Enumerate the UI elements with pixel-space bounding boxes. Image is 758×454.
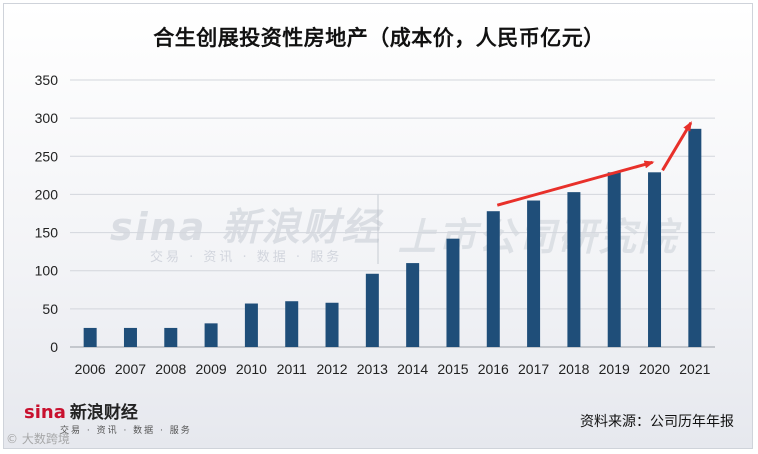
y-tick-label: 50 [42,301,58,317]
bar-2019 [607,172,621,347]
trend-arrow-2020-2021 [661,121,693,172]
y-tick-label: 250 [35,148,59,164]
x-tick-label: 2012 [316,361,347,377]
x-tick-label: 2013 [357,361,388,377]
y-tick-label: 0 [50,339,58,355]
x-tick-label: 2014 [397,361,428,377]
x-tick-label: 2018 [558,361,589,377]
sina-logo-en: sina [24,402,66,423]
sina-logo-cn: 新浪财经 [69,403,138,423]
copyright-watermark: © 大数跨境 [6,432,70,446]
watermark-sina: sina 新浪财经 [110,205,382,249]
x-tick-label: 2007 [115,361,146,377]
x-tick-label: 2010 [236,361,267,377]
y-tick-label: 300 [35,110,59,126]
y-tick-label: 150 [35,225,59,241]
trend-annotation [496,121,693,207]
bar-2020 [648,172,662,347]
grid-lines [70,79,715,348]
data-source-note: 资料来源：公司历年年报 [580,414,734,430]
bar-2015 [446,238,460,347]
y-axis: 0 50 100 150 200 250 300 350 [35,72,59,355]
x-tick-label: 2017 [518,361,549,377]
x-tick-label: 2015 [437,361,468,377]
watermark-sina-sub: 交易 · 资讯 · 数据 · 服务 [150,250,343,265]
x-tick-label: 2009 [196,361,227,377]
y-tick-label: 350 [35,72,59,88]
bar-2016 [486,211,500,347]
chart-frame [3,3,753,449]
bar-2010 [244,303,258,347]
x-tick-label: 2016 [478,361,509,377]
x-tick-label: 2008 [155,361,186,377]
bar-2013 [365,273,379,347]
x-tick-label: 2011 [277,361,307,377]
x-tick-label: 2021 [679,361,710,377]
bars [83,128,702,347]
sina-logo-tagline: 交易 · 资讯 · 数据 · 服务 [60,426,192,436]
x-tick-label: 2020 [639,361,670,377]
x-tick-label: 2006 [75,361,106,377]
bar-2021 [688,128,702,347]
bar-2012 [325,302,339,347]
bar-2009 [204,323,218,347]
sina-logo: sina 新浪财经 [24,398,138,423]
watermark-divider [377,194,379,264]
bar-2014 [406,263,420,347]
bar-2007 [123,327,137,347]
y-tick-label: 200 [35,186,59,202]
x-axis: 2006 2007 2008 2009 2010 2011 2012 2013 2014 2015… [75,361,711,377]
bar-2011 [285,301,299,347]
chart-title: 合生创展投资性房地产（成本价，人民币亿元） [153,26,605,50]
y-tick-label: 100 [35,263,59,279]
x-tick-label: 2019 [599,361,630,377]
bar-2018 [567,192,581,347]
bar-2017 [527,200,541,347]
bar-2006 [83,327,97,347]
bar-2008 [164,327,178,347]
trend-arrow-2016-2020 [496,160,655,207]
